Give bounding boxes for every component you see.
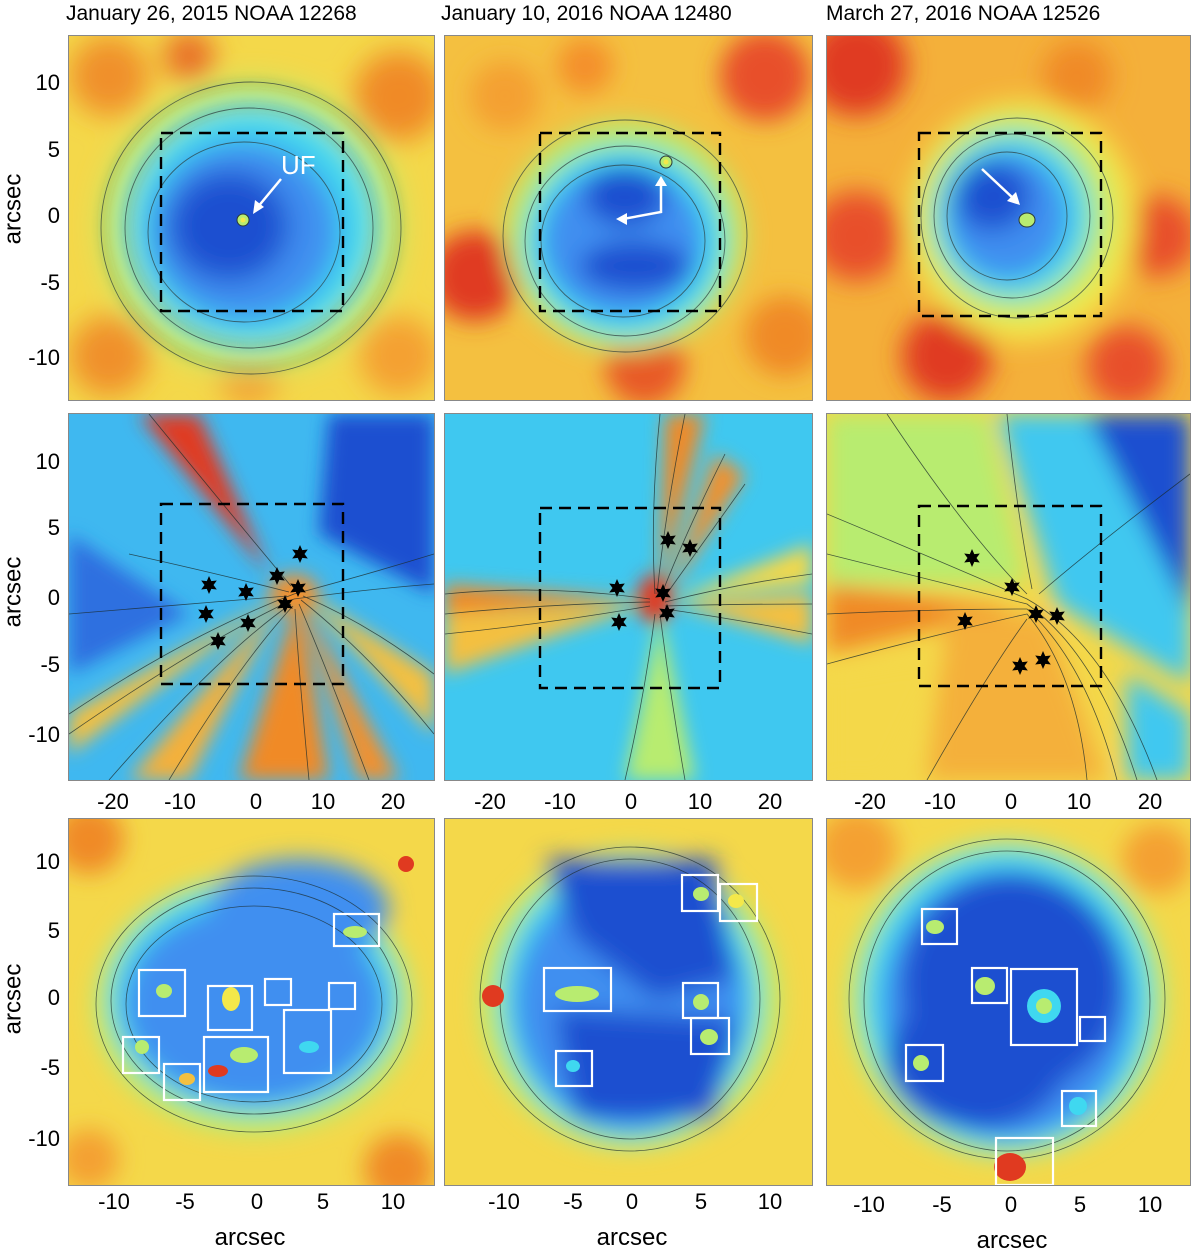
x-tick: 0: [625, 1189, 639, 1214]
x-axis-label-col2: arcsec: [596, 1224, 668, 1251]
region-box: [159, 131, 345, 313]
region-box: [917, 131, 1103, 318]
y-tick: 0: [47, 203, 60, 228]
x-tick: -20: [854, 789, 886, 814]
x-tick: -5: [563, 1189, 583, 1214]
x-tick: 20: [1137, 789, 1163, 814]
column-title-3: March 27, 2016 NOAA 12526: [826, 2, 1101, 25]
y-tick: -5: [40, 1055, 60, 1080]
y-tick: 5: [47, 137, 60, 162]
x-tick: -10: [164, 789, 196, 814]
intensity-map: [445, 36, 812, 400]
x-tick: 20: [380, 789, 406, 814]
x-tick: 0: [250, 1189, 264, 1214]
field-map: [69, 414, 434, 780]
feature-boxes: [121, 912, 381, 1102]
arrow: [981, 168, 1015, 200]
x-tick: 0: [1004, 789, 1018, 814]
panel-intensity-2015: UF: [68, 35, 435, 401]
x-tick: 5: [1073, 1192, 1087, 1217]
y-tick: 10: [35, 449, 60, 474]
panel-zoom-2016-jan: [444, 818, 813, 1186]
column-title-2: January 10, 2016 NOAA 12480: [441, 2, 732, 25]
y-tick: -10: [28, 345, 60, 370]
uf-label: UF: [281, 150, 316, 180]
x-tick: -10: [853, 1192, 885, 1217]
x-tick: 5: [316, 1189, 330, 1214]
x-axis-label-col1: arcsec: [214, 1224, 286, 1251]
x-tick: -20: [474, 789, 506, 814]
panel-field-2015: [68, 413, 435, 781]
y-tick: 5: [47, 918, 60, 943]
region-box: [538, 506, 722, 690]
region-box: [538, 131, 722, 313]
x-tick: -10: [98, 1189, 130, 1214]
x-tick: 10: [310, 789, 336, 814]
x-tick: 10: [1137, 1192, 1163, 1217]
feature-boxes: [542, 873, 759, 1088]
zoom-map: [69, 819, 434, 1185]
x-axis-label-col3: arcsec: [976, 1227, 1048, 1254]
x-tick: -20: [97, 789, 129, 814]
panel-zoom-2016-mar: [826, 818, 1191, 1186]
x-tick: -10: [488, 1189, 520, 1214]
x-tick: 10: [380, 1189, 406, 1214]
panel-field-2016-mar: [826, 413, 1191, 781]
y-tick: 10: [35, 70, 60, 95]
x-tick: 10: [687, 789, 713, 814]
x-tick: 0: [1004, 1192, 1018, 1217]
x-tick: 10: [757, 1189, 783, 1214]
y-tick: 10: [35, 849, 60, 874]
x-tick: 0: [624, 789, 638, 814]
intensity-map: UF: [69, 36, 434, 400]
arrow: [622, 184, 663, 221]
intensity-map: [827, 36, 1190, 400]
panel-zoom-2015: [68, 818, 435, 1186]
arrow: [256, 178, 282, 209]
field-map: [445, 414, 812, 780]
region-box: [917, 504, 1103, 688]
field-map: [827, 414, 1190, 780]
column-title-1: January 26, 2015 NOAA 12268: [66, 2, 357, 25]
x-tick: 10: [1066, 789, 1092, 814]
x-tick: -10: [544, 789, 576, 814]
x-tick: -5: [175, 1189, 195, 1214]
y-tick: 5: [47, 515, 60, 540]
feature-boxes: [904, 907, 1107, 1185]
y-tick: -10: [28, 1126, 60, 1151]
y-tick: -5: [40, 652, 60, 677]
x-tick: -10: [924, 789, 956, 814]
y-tick: -10: [28, 722, 60, 747]
zoom-map: [827, 819, 1190, 1185]
region-box: [159, 502, 345, 686]
x-tick: 0: [249, 789, 263, 814]
y-tick: -5: [40, 270, 60, 295]
x-tick: -5: [932, 1192, 952, 1217]
y-tick: 0: [47, 585, 60, 610]
x-tick: 20: [757, 789, 783, 814]
panel-intensity-2016-jan: [444, 35, 813, 401]
y-tick: 0: [47, 985, 60, 1010]
x-tick: 5: [694, 1189, 708, 1214]
panel-field-2016-jan: [444, 413, 813, 781]
zoom-map: [445, 819, 812, 1185]
panel-intensity-2016-mar: [826, 35, 1191, 401]
